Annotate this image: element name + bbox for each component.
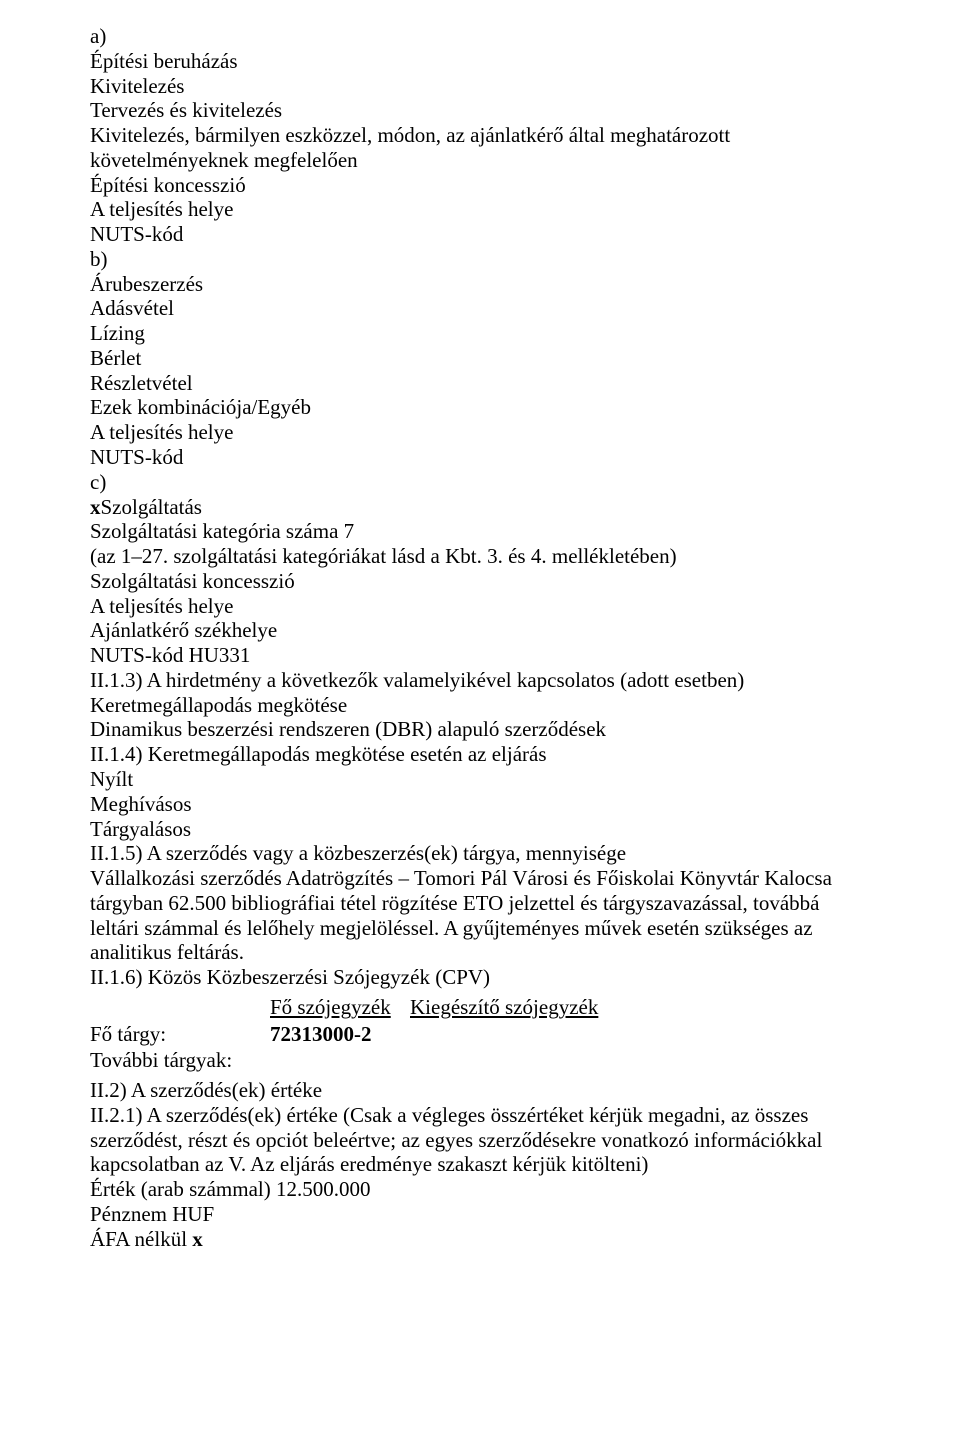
selection-mark: x — [192, 1227, 203, 1251]
section-b-marker: b) — [90, 247, 870, 272]
section-a-marker: a) — [90, 24, 870, 49]
table-cell-label: Fő tárgy: — [90, 1021, 270, 1048]
heading-ii-1-4: II.1.4) Keretmegállapodás megkötése eset… — [90, 742, 870, 767]
table-cell-label: További tárgyak: — [90, 1047, 270, 1074]
text-span: ÁFA nélkül — [90, 1227, 192, 1251]
document-page: a) Építési beruházás Kivitelezés Tervezé… — [0, 0, 960, 1454]
heading-ii-2: II.2) A szerződés(ek) értéke — [90, 1078, 870, 1103]
text-line: Ajánlatkérő székhelye — [90, 618, 870, 643]
table-cell-empty — [410, 1047, 598, 1074]
text-line: NUTS-kód — [90, 222, 870, 247]
text-line: Nyílt — [90, 767, 870, 792]
text-line: Ezek kombinációja/Egyéb — [90, 395, 870, 420]
table-cell-empty — [90, 994, 270, 1021]
text-line: Tárgyalásos — [90, 817, 870, 842]
text-line: Meghívásos — [90, 792, 870, 817]
text-paragraph: Vállalkozási szerződés Adatrögzítés – To… — [90, 866, 870, 965]
table-row: Fő tárgy: 72313000-2 — [90, 1021, 598, 1048]
text-line: (az 1–27. szolgáltatási kategóriákat lás… — [90, 544, 870, 569]
table-cell-empty — [410, 1021, 598, 1048]
text-line: A teljesítés helye — [90, 197, 870, 222]
table-cell-empty — [270, 1047, 410, 1074]
table-header-main: Fő szójegyzék — [270, 994, 410, 1021]
text-line: xSzolgáltatás — [90, 495, 870, 520]
text-line: A teljesítés helye — [90, 594, 870, 619]
text-line: Részletvétel — [90, 371, 870, 396]
table-row: További tárgyak: — [90, 1047, 598, 1074]
text-line: Építési koncesszió — [90, 173, 870, 198]
text-line: Szolgáltatási kategória száma 7 — [90, 519, 870, 544]
text-line: Tervezés és kivitelezés — [90, 98, 870, 123]
text-line: ÁFA nélkül x — [90, 1227, 870, 1252]
text-line: Kivitelezés, bármilyen eszközzel, módon,… — [90, 123, 870, 173]
section-c-marker: c) — [90, 470, 870, 495]
heading-ii-1-5: II.1.5) A szerződés vagy a közbeszerzés(… — [90, 841, 870, 866]
table-header-row: Fő szójegyzék Kiegészítő szójegyzék — [90, 994, 598, 1021]
text-line: A teljesítés helye — [90, 420, 870, 445]
selection-mark: x — [90, 495, 101, 519]
table-cell-value: 72313000-2 — [270, 1021, 410, 1048]
text-line: NUTS-kód HU331 — [90, 643, 870, 668]
text-span: Szolgáltatás — [101, 495, 202, 519]
text-line: Pénznem HUF — [90, 1202, 870, 1227]
text-line: Kivitelezés — [90, 74, 870, 99]
cpv-table: Fő szójegyzék Kiegészítő szójegyzék Fő t… — [90, 994, 598, 1074]
text-line: Érték (arab számmal) 12.500.000 — [90, 1177, 870, 1202]
text-line: Bérlet — [90, 346, 870, 371]
text-line: Építési beruházás — [90, 49, 870, 74]
text-line: Adásvétel — [90, 296, 870, 321]
text-line: Lízing — [90, 321, 870, 346]
text-line: NUTS-kód — [90, 445, 870, 470]
text-line: Keretmegállapodás megkötése — [90, 693, 870, 718]
text-line: Szolgáltatási koncesszió — [90, 569, 870, 594]
heading-ii-2-1: II.2.1) A szerződés(ek) értéke (Csak a v… — [90, 1103, 870, 1177]
text-line: Dinamikus beszerzési rendszeren (DBR) al… — [90, 717, 870, 742]
text-line: Árubeszerzés — [90, 272, 870, 297]
heading-ii-1-3: II.1.3) A hirdetmény a következők valame… — [90, 668, 870, 693]
table-header-supp: Kiegészítő szójegyzék — [410, 994, 598, 1021]
heading-ii-1-6: II.1.6) Közös Közbeszerzési Szójegyzék (… — [90, 965, 870, 990]
